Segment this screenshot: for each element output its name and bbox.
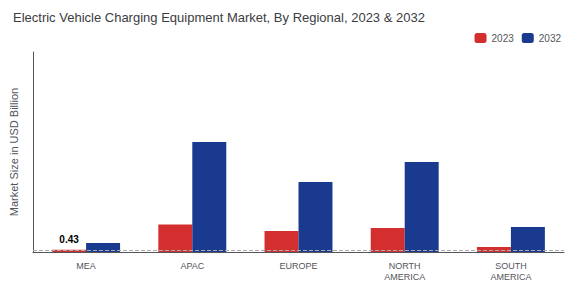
svg-text:Market Size in USD Billion: Market Size in USD Billion <box>8 88 20 216</box>
svg-text:MEA: MEA <box>76 261 96 271</box>
svg-text:SOUTH: SOUTH <box>495 261 527 271</box>
svg-text:0.43: 0.43 <box>59 234 79 245</box>
svg-text:2023: 2023 <box>492 33 515 44</box>
svg-text:2032: 2032 <box>539 33 562 44</box>
svg-text:Electric Vehicle Charging Equi: Electric Vehicle Charging Equipment Mark… <box>13 10 425 25</box>
svg-text:AMERICA: AMERICA <box>384 272 425 282</box>
svg-text:APAC: APAC <box>180 261 204 271</box>
svg-text:NORTH: NORTH <box>389 261 421 271</box>
svg-text:EUROPE: EUROPE <box>279 261 317 271</box>
svg-text:AMERICA: AMERICA <box>490 272 531 282</box>
